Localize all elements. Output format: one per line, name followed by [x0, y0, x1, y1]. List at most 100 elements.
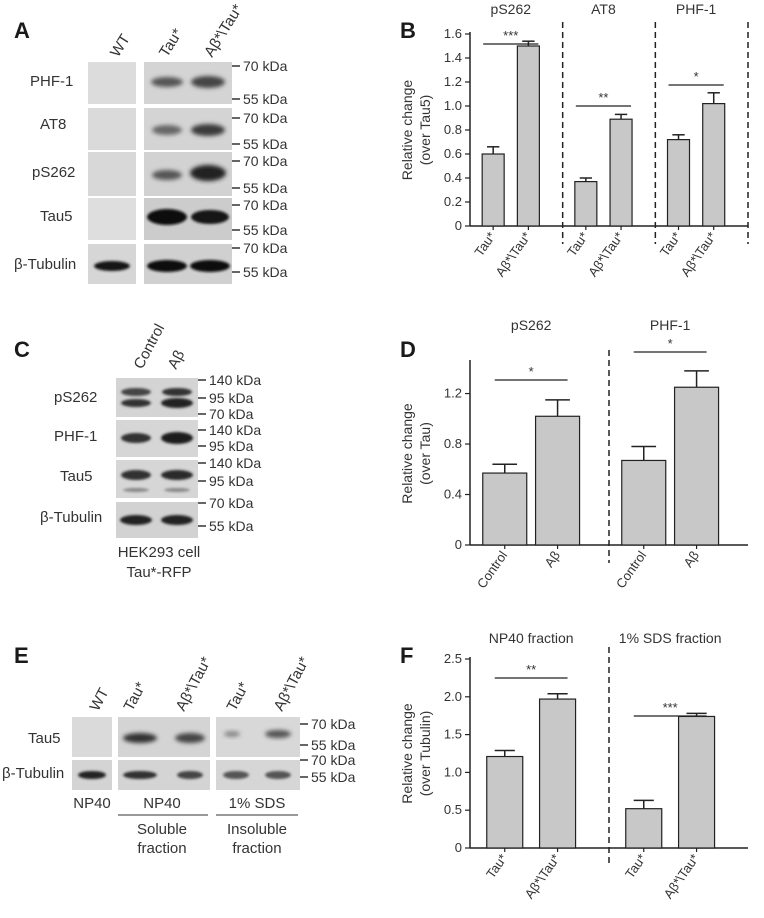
- group-title: pS262: [511, 317, 552, 333]
- significance-label: ***: [663, 700, 678, 715]
- bar: [482, 472, 528, 546]
- group-title: pS262: [491, 1, 532, 17]
- panel-letter-e: E: [14, 643, 29, 668]
- marker-label: 70 kDa: [209, 495, 254, 511]
- bar: [677, 715, 716, 849]
- group-title: 1% SDS fraction: [619, 630, 722, 646]
- x-tick-label: Aβ*\Tau*: [522, 851, 563, 901]
- y-tick-label: 0: [455, 218, 462, 233]
- chart-d: 0 0.4 0.8 1.2 Relative change (over Tau) pS262…: [399, 317, 748, 591]
- marker-label: 55 kDa: [209, 518, 254, 534]
- panel-letter-d: D: [400, 337, 416, 362]
- blot-a-row-label: β-Tubulin: [14, 256, 76, 273]
- x-tick-label: Aβ*\Tau*: [492, 229, 533, 279]
- x-tick-label: Tau*: [564, 229, 591, 259]
- y-axis-label: Relative change: [399, 80, 415, 181]
- x-tick-label: Aβ*\Tau*: [678, 229, 719, 279]
- marker-label: 70 kDa: [311, 716, 356, 732]
- blot-e-row-label: β-Tubulin: [2, 765, 64, 782]
- blot-c-caption: HEK293 cell: [118, 544, 201, 561]
- marker-label: 140 kDa: [209, 422, 261, 438]
- y-tick-label: 1.4: [444, 50, 462, 65]
- y-tick-label: 0.4: [444, 487, 462, 502]
- group-title: PHF-1: [676, 1, 717, 17]
- marker-label: 70 kDa: [209, 406, 254, 422]
- x-tick-label: Control: [474, 548, 510, 591]
- y-tick-label: 1.2: [444, 386, 462, 401]
- panel-letter-c: C: [14, 337, 30, 362]
- blot-a-row-label: AT8: [40, 116, 66, 133]
- bar: [538, 698, 577, 849]
- y-tick-label: 2.5: [444, 651, 462, 666]
- marker-label: 55 kDa: [243, 180, 288, 196]
- blot-e-buffer-label: NP40: [73, 795, 111, 812]
- fraction-label: Insoluble: [227, 821, 287, 838]
- blot-c: Control Aβ pS262 PHF-1 Tau5 β-Tubulin 14…: [40, 321, 261, 581]
- marker-label: 55 kDa: [311, 769, 356, 785]
- blot-e-row-label: Tau5: [28, 730, 61, 747]
- marker-label: 70 kDa: [243, 58, 288, 74]
- blot-a-lane-label: WT: [107, 31, 134, 60]
- significance-label: ***: [503, 28, 518, 43]
- bar: [516, 45, 540, 227]
- blot-c-row-label: β-Tubulin: [40, 509, 102, 526]
- significance-label: *: [694, 69, 699, 84]
- blot-a-row-label: PHF-1: [30, 73, 73, 90]
- x-tick-label: Aβ: [541, 548, 563, 570]
- significance-label: **: [526, 662, 536, 677]
- y-tick-label: 1.0: [444, 98, 462, 113]
- fraction-label: fraction: [137, 840, 186, 857]
- bar: [534, 415, 581, 546]
- y-tick-label: 0.2: [444, 194, 462, 209]
- marker-label: 70 kDa: [311, 752, 356, 768]
- group-title: PHF-1: [650, 317, 691, 333]
- x-tick-label: Control: [613, 548, 649, 591]
- blot-e-lane-label: WT: [87, 685, 113, 714]
- y-axis-label: (over Tau): [417, 422, 433, 485]
- marker-label: 55 kDa: [311, 737, 356, 753]
- x-tick-label: Tau*: [471, 229, 498, 259]
- bar: [609, 118, 633, 227]
- blot-e-lane-label: Tau*: [224, 679, 253, 714]
- blot-a-lane-label: Aβ*\Tau*: [201, 1, 247, 60]
- y-axis-label: (over Tau5): [417, 95, 433, 166]
- blot-e-buffer-label: NP40: [143, 795, 181, 812]
- bar: [481, 153, 505, 227]
- y-axis-label: Relative change: [399, 703, 415, 804]
- x-tick-label: Aβ*\Tau*: [661, 851, 702, 901]
- blot-e: WT Tau* Aβ*\Tau* Tau* Aβ*\Tau* Tau5 β-Tu…: [2, 654, 356, 857]
- y-tick-label: 2.0: [444, 689, 462, 704]
- fraction-label: fraction: [232, 840, 281, 857]
- x-tick-label: Tau*: [622, 851, 649, 881]
- blot-a-lane-label: Tau*: [156, 26, 186, 61]
- blot-c-caption: Tau*-RFP: [126, 564, 191, 581]
- marker-label: 95 kDa: [209, 438, 254, 454]
- bar: [574, 181, 598, 227]
- y-axis-label: (over Tubulin): [417, 711, 433, 797]
- chart-b: 0 0.2 0.4 0.6 0.8 1.0 1.2 1.4 1.6 Relative change…: [399, 1, 749, 279]
- bar: [673, 386, 720, 546]
- blot-a-row-label: Tau5: [40, 208, 73, 225]
- y-tick-label: 0.6: [444, 146, 462, 161]
- y-tick-label: 1.2: [444, 74, 462, 89]
- group-title: NP40 fraction: [489, 630, 574, 646]
- marker-label: 55 kDa: [243, 136, 288, 152]
- y-tick-label: 0: [455, 840, 462, 855]
- marker-label: 55 kDa: [243, 91, 288, 107]
- blot-e-buffer-label: 1% SDS: [229, 795, 286, 812]
- x-tick-label: Aβ: [680, 548, 702, 570]
- x-tick-label: Tau*: [657, 229, 684, 259]
- group-title: AT8: [591, 1, 616, 17]
- x-tick-label: Aβ*\Tau*: [585, 229, 626, 279]
- blot-c-row-label: Tau5: [60, 468, 93, 485]
- significance-label: *: [668, 336, 673, 351]
- blot-a-row-label: pS262: [32, 164, 75, 181]
- y-axis-label: Relative change: [399, 403, 415, 504]
- y-tick-label: 0.8: [444, 122, 462, 137]
- blot-c-lane-label: Aβ: [165, 347, 189, 372]
- blot-c-lane-label: Control: [131, 321, 169, 372]
- panel-letter-a: A: [14, 18, 30, 43]
- blot-c-row-label: pS262: [54, 389, 97, 406]
- blot-a: WT Tau* Aβ*\Tau* PHF-1 AT8 pS262 Tau5 β-…: [14, 1, 288, 284]
- y-tick-label: 1.5: [444, 727, 462, 742]
